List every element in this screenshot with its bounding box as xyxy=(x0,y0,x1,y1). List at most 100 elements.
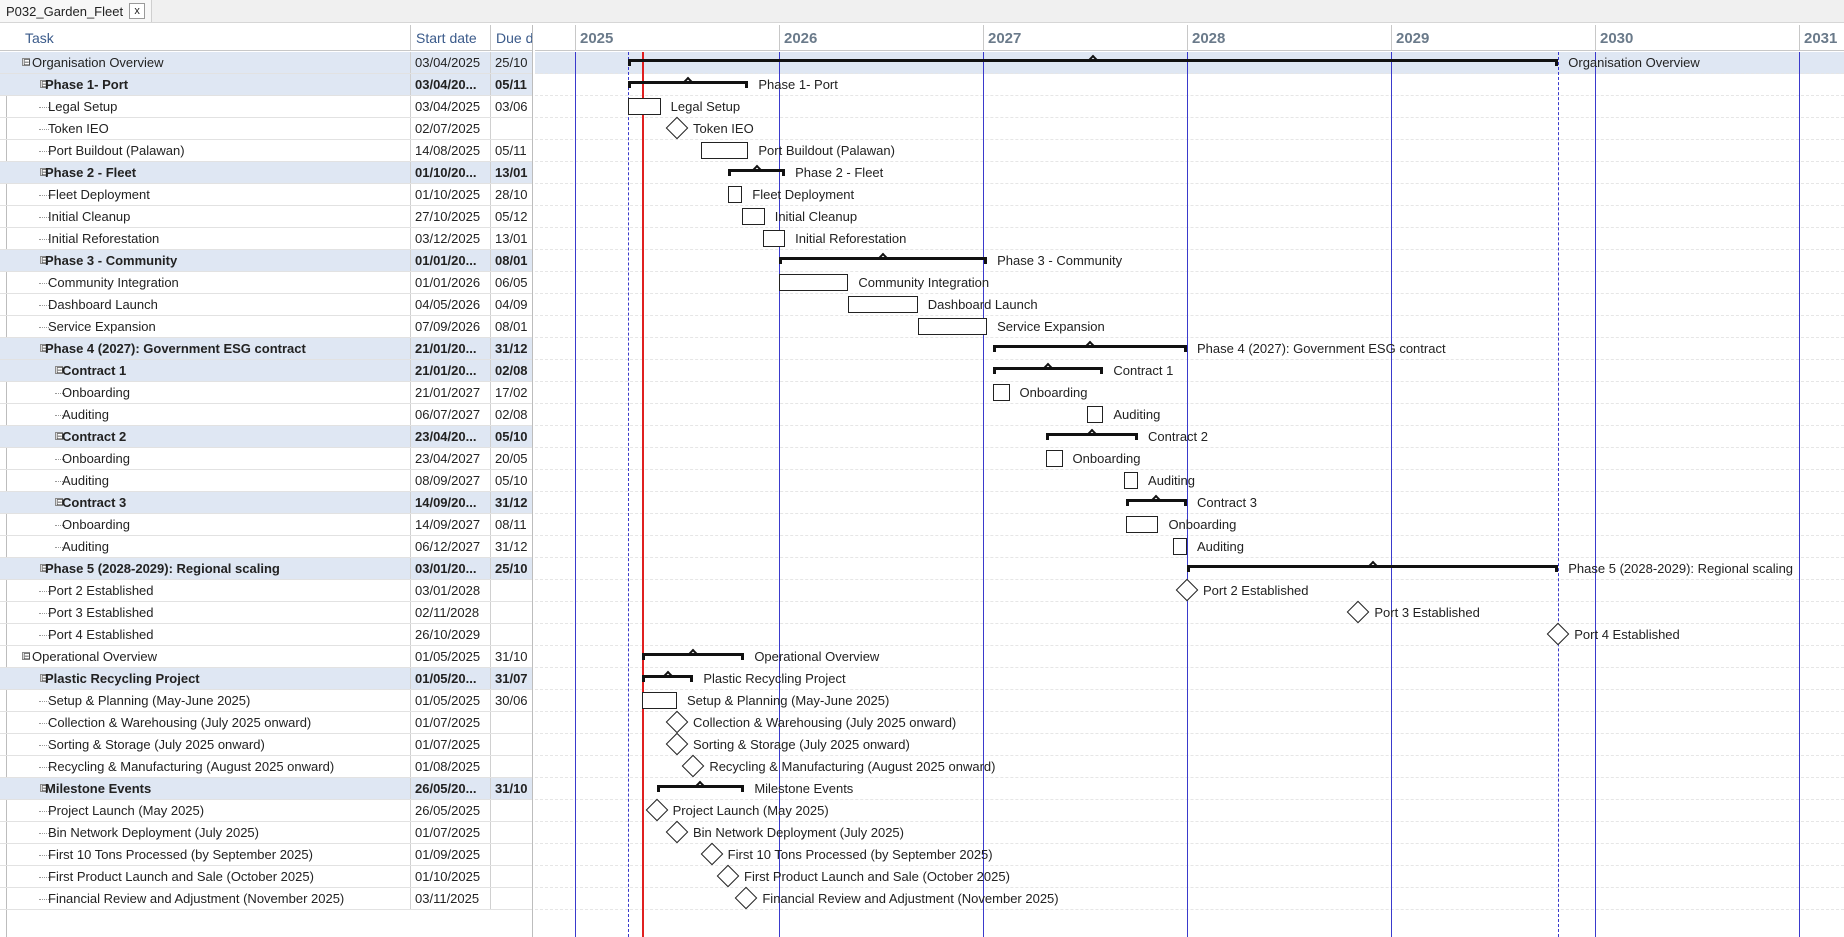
start-date-cell[interactable]: 01/05/2025 xyxy=(411,690,491,711)
due-date-cell[interactable]: 30/06 xyxy=(495,693,528,708)
task-name-cell[interactable]: Community Integration xyxy=(20,272,411,293)
start-date-cell[interactable]: 26/05/2025 xyxy=(411,800,491,821)
task-row[interactable]: ⊟ Contract 2 23/04/20... 05/10 xyxy=(0,426,532,448)
task-name-cell[interactable]: Legal Setup xyxy=(20,96,411,117)
summary-bar[interactable] xyxy=(628,59,1559,62)
due-date-cell[interactable]: 13/01 xyxy=(495,165,528,180)
task-bar[interactable] xyxy=(917,318,988,335)
task-row[interactable]: Port Buildout (Palawan) 14/08/2025 05/11 xyxy=(0,140,532,162)
due-date-cell[interactable]: 04/09 xyxy=(495,297,528,312)
task-name-cell[interactable]: Contract 3 xyxy=(20,492,411,513)
task-row[interactable]: ⊟ Organisation Overview 03/04/2025 25/10 xyxy=(0,52,532,74)
start-date-cell[interactable]: 01/05/2025 xyxy=(411,646,491,667)
column-header-due-date[interactable]: Due d xyxy=(496,30,532,46)
task-name-cell[interactable]: Onboarding xyxy=(20,448,411,469)
task-row[interactable]: Service Expansion 07/09/2026 08/01 xyxy=(0,316,532,338)
task-name-cell[interactable]: Port Buildout (Palawan) xyxy=(20,140,411,161)
start-date-cell[interactable]: 14/08/2025 xyxy=(411,140,491,161)
task-name-cell[interactable]: Operational Overview xyxy=(20,646,411,667)
start-date-cell[interactable]: 01/09/2025 xyxy=(411,844,491,865)
task-name-cell[interactable]: Phase 3 - Community xyxy=(20,250,411,271)
due-date-cell[interactable]: 08/01 xyxy=(495,319,528,334)
start-date-cell[interactable]: 01/01/20... xyxy=(411,250,491,271)
task-bar[interactable] xyxy=(1087,406,1104,423)
task-bar[interactable] xyxy=(848,296,918,313)
task-name-cell[interactable]: Plastic Recycling Project xyxy=(20,668,411,689)
collapse-toggle-icon[interactable]: ⊟ xyxy=(55,497,64,507)
task-row[interactable]: Onboarding 14/09/2027 08/11 xyxy=(0,514,532,536)
start-date-cell[interactable]: 03/04/20... xyxy=(411,74,491,95)
start-date-cell[interactable]: 21/01/2027 xyxy=(411,382,491,403)
task-row[interactable]: Fleet Deployment 01/10/2025 28/10 xyxy=(0,184,532,206)
summary-bar[interactable] xyxy=(1046,433,1139,436)
summary-bar[interactable] xyxy=(642,675,694,678)
task-row[interactable]: First 10 Tons Processed (by September 20… xyxy=(0,844,532,866)
start-date-cell[interactable]: 01/07/2025 xyxy=(411,734,491,755)
due-date-cell[interactable] xyxy=(491,118,532,139)
task-name-cell[interactable]: Contract 1 xyxy=(20,360,411,381)
task-row[interactable]: ⊟ Contract 1 21/01/20... 02/08 xyxy=(0,360,532,382)
due-date-cell[interactable]: 31/07 xyxy=(495,671,528,686)
task-name-cell[interactable]: Contract 2 xyxy=(20,426,411,447)
task-name-cell[interactable]: Initial Reforestation xyxy=(20,228,411,249)
start-date-cell[interactable]: 26/10/2029 xyxy=(411,624,491,645)
start-date-cell[interactable]: 01/10/2025 xyxy=(411,866,491,887)
start-date-cell[interactable]: 04/05/2026 xyxy=(411,294,491,315)
task-row[interactable]: Dashboard Launch 04/05/2026 04/09 xyxy=(0,294,532,316)
summary-bar[interactable] xyxy=(656,785,745,788)
task-row[interactable]: ⊟ Phase 5 (2028-2029): Regional scaling 03… xyxy=(0,558,532,580)
collapse-toggle-icon[interactable]: ⊟ xyxy=(40,167,49,177)
task-row[interactable]: ⊟ Phase 4 (2027): Government ESG contract… xyxy=(0,338,532,360)
start-date-cell[interactable]: 14/09/2027 xyxy=(411,514,491,535)
start-date-cell[interactable]: 01/08/2025 xyxy=(411,756,491,777)
task-row[interactable]: ⊟ Phase 2 - Fleet 01/10/20... 13/01 xyxy=(0,162,532,184)
due-date-cell[interactable]: 08/11 xyxy=(495,517,527,532)
task-row[interactable]: ⊟ Operational Overview 01/05/2025 31/10 xyxy=(0,646,532,668)
task-row[interactable]: Initial Reforestation 03/12/2025 13/01 xyxy=(0,228,532,250)
due-date-cell[interactable]: 31/12 xyxy=(495,539,528,554)
due-date-cell[interactable]: 05/10 xyxy=(495,429,528,444)
task-bar[interactable] xyxy=(1172,538,1187,555)
task-row[interactable]: Setup & Planning (May-June 2025) 01/05/20… xyxy=(0,690,532,712)
task-name-cell[interactable]: Auditing xyxy=(20,470,411,491)
task-name-cell[interactable]: Bin Network Deployment (July 2025) xyxy=(20,822,411,843)
task-row[interactable]: Sorting & Storage (July 2025 onward) 01/0… xyxy=(0,734,532,756)
summary-bar[interactable] xyxy=(728,169,786,172)
start-date-cell[interactable]: 08/09/2027 xyxy=(411,470,491,491)
collapse-toggle-icon[interactable]: ⊟ xyxy=(40,673,49,683)
task-row[interactable]: Auditing 06/12/2027 31/12 xyxy=(0,536,532,558)
start-date-cell[interactable]: 01/07/2025 xyxy=(411,712,491,733)
due-date-cell[interactable]: 02/08 xyxy=(495,407,528,422)
task-row[interactable]: Recycling & Manufacturing (August 2025 o… xyxy=(0,756,532,778)
start-date-cell[interactable]: 02/11/2028 xyxy=(411,602,491,623)
due-date-cell[interactable]: 03/06 xyxy=(495,99,528,114)
task-row[interactable]: Legal Setup 03/04/2025 03/06 xyxy=(0,96,532,118)
due-date-cell[interactable]: 08/01 xyxy=(495,253,528,268)
due-date-cell[interactable] xyxy=(491,866,532,887)
due-date-cell[interactable]: 05/10 xyxy=(495,473,528,488)
task-name-cell[interactable]: Recycling & Manufacturing (August 2025 o… xyxy=(20,756,411,777)
task-name-cell[interactable]: Initial Cleanup xyxy=(20,206,411,227)
due-date-cell[interactable]: 31/12 xyxy=(495,495,528,510)
collapse-toggle-icon[interactable]: ⊟ xyxy=(40,255,49,265)
task-row[interactable]: ⊟ Contract 3 14/09/20... 31/12 xyxy=(0,492,532,514)
due-date-cell[interactable]: 02/08 xyxy=(495,363,528,378)
task-row[interactable]: First Product Launch and Sale (October 2… xyxy=(0,866,532,888)
task-row[interactable]: ⊟ Phase 3 - Community 01/01/20... 08/01 xyxy=(0,250,532,272)
start-date-cell[interactable]: 03/04/2025 xyxy=(411,52,491,73)
task-name-cell[interactable]: First Product Launch and Sale (October 2… xyxy=(20,866,411,887)
start-date-cell[interactable]: 06/07/2027 xyxy=(411,404,491,425)
task-bar[interactable] xyxy=(742,208,765,225)
task-name-cell[interactable]: Milestone Events xyxy=(20,778,411,799)
start-date-cell[interactable]: 01/07/2025 xyxy=(411,822,491,843)
due-date-cell[interactable]: 17/02 xyxy=(495,385,528,400)
task-name-cell[interactable]: Token IEO xyxy=(20,118,411,139)
task-name-cell[interactable]: Organisation Overview xyxy=(20,52,411,73)
due-date-cell[interactable] xyxy=(491,624,532,645)
summary-bar[interactable] xyxy=(642,653,745,656)
task-name-cell[interactable]: Auditing xyxy=(20,404,411,425)
task-row[interactable]: Bin Network Deployment (July 2025) 01/07/… xyxy=(0,822,532,844)
task-name-cell[interactable]: Collection & Warehousing (July 2025 onwa… xyxy=(20,712,411,733)
task-row[interactable]: ⊟ Milestone Events 26/05/20... 31/10 xyxy=(0,778,532,800)
due-date-cell[interactable]: 05/11 xyxy=(495,143,527,158)
